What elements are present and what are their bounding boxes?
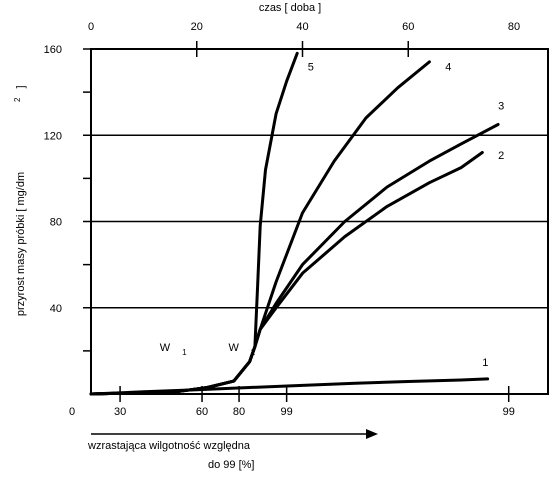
bottom-tick-label-4: 99 — [281, 406, 293, 418]
y-tick-label-0: 40 — [50, 303, 62, 315]
top-tick-label-1: 20 — [191, 21, 203, 33]
top-tick-label-0: 0 — [88, 21, 94, 33]
top-axis: 0 20 40 60 80 — [88, 21, 520, 57]
svg-text:przyrost masy próbki [ mg/dm: przyrost masy próbki [ mg/dm — [15, 172, 27, 316]
top-tick-label-4: 80 — [508, 21, 520, 33]
bottom-tick-label-2: 60 — [196, 406, 208, 418]
y-axis-title-sup: 2 — [13, 97, 22, 102]
top-tick-label-2: 40 — [296, 21, 308, 33]
bottom-tick-label-5: 99 — [503, 406, 515, 418]
y-axis-title: przyrost masy próbki [ mg/dm 2 ] — [11, 85, 27, 316]
bottom-axis: 0 30 60 80 99 99 — [69, 386, 515, 418]
series-label-3: 3 — [498, 100, 504, 112]
top-tick-label-3: 60 — [402, 21, 414, 33]
humidity-arrow-label-2: do 99 [%] — [208, 459, 254, 471]
series-labels: 1 2 3 4 5 — [308, 62, 504, 369]
y-tick-label-3: 160 — [44, 44, 62, 56]
bottom-tick-label-1: 30 — [114, 406, 126, 418]
series-label-4: 4 — [445, 62, 451, 74]
bottom-tick-label-0: 0 — [69, 406, 75, 418]
humidity-arrow-head — [366, 429, 378, 439]
series-5-line — [89, 51, 299, 396]
series-group — [89, 51, 500, 396]
grid — [91, 134, 548, 309]
y-tick-label-2: 120 — [44, 130, 62, 142]
series-2-line — [89, 151, 484, 396]
y-axis-title-close: ] — [15, 85, 27, 88]
top-axis-title: czas [ doba ] — [259, 2, 321, 14]
svg-text:2 ]: 2 ] — [11, 85, 27, 102]
y-axis-title-text: przyrost masy próbki [ mg/dm — [15, 172, 27, 316]
series-label-5: 5 — [308, 62, 314, 74]
bottom-tick-label-3: 80 — [233, 406, 245, 418]
series-3-line — [89, 123, 500, 396]
y-axis: 40 80 120 160 — [44, 44, 91, 352]
humidity-arrow-label: wzrastająca wilgotność względna — [87, 440, 251, 452]
y-tick-label-1: 80 — [50, 217, 62, 229]
series-label-1: 1 — [482, 357, 488, 369]
series-label-2: 2 — [498, 150, 504, 162]
